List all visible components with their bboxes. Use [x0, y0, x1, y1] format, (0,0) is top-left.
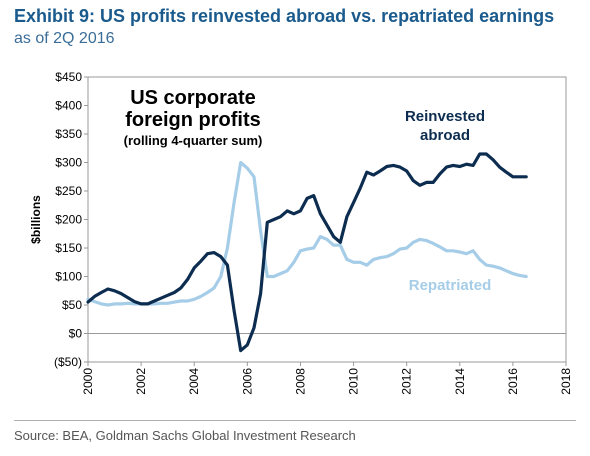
chart-title-line: US corporate [130, 87, 256, 109]
y-tick-label: $250 [55, 184, 82, 198]
chart-title-note: (rolling 4-quarter sum) [124, 133, 263, 148]
y-tick-label: $150 [55, 241, 82, 255]
y-tick-label: $400 [55, 99, 82, 113]
series-label-repatriated: Repatriated [409, 277, 492, 294]
x-tick-label: 2002 [134, 368, 148, 395]
exhibit-subtitle: as of 2Q 2016 [14, 30, 115, 47]
x-tick-label: 2008 [293, 368, 307, 395]
x-tick-label: 2014 [453, 368, 467, 395]
y-tick-label: $200 [55, 213, 82, 227]
footer-divider [14, 420, 576, 421]
source-note: Source: BEA, Goldman Sachs Global Invest… [14, 428, 356, 443]
series-label-reinvested: Reinvested [405, 108, 485, 125]
exhibit-title: Exhibit 9: US profits reinvested abroad … [14, 6, 555, 26]
x-tick-label: 2006 [240, 368, 254, 395]
y-tick-label: ($50) [54, 355, 82, 369]
x-tick-label: 2004 [187, 368, 201, 395]
y-tick-label: $300 [55, 156, 82, 170]
y-tick-label: $350 [55, 127, 82, 141]
x-tick-label: 2000 [81, 368, 95, 395]
y-tick-label: $100 [55, 270, 82, 284]
y-tick-label: $450 [55, 70, 82, 84]
series-line-repatriated [86, 160, 528, 307]
series-label-reinvested: abroad [420, 127, 470, 144]
x-tick-label: 2010 [347, 368, 361, 395]
chart-series [86, 152, 528, 353]
y-axis-label: $billions [29, 195, 43, 244]
chart-axes: ($50) $0 $50 $100 $150 $200 $250 $300 $350 $400 $4… [29, 70, 573, 395]
x-tick-label: 2016 [506, 368, 520, 395]
chart-title-line: foreign profits [125, 109, 261, 131]
y-tick-label: $0 [69, 327, 83, 341]
x-tick-label: 2018 [559, 368, 573, 395]
y-tick-label: $50 [62, 298, 82, 312]
series-line-reinvested [86, 152, 528, 353]
x-tick-label: 2012 [400, 368, 414, 395]
